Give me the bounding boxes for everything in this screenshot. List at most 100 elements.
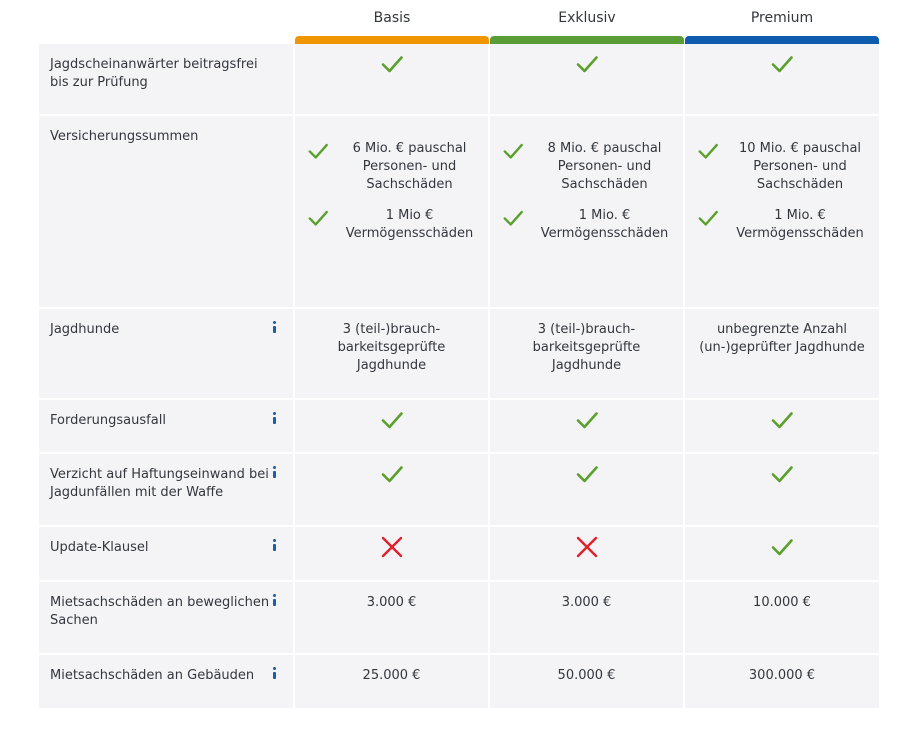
plan-header-row: Basis Exklusiv Premium bbox=[39, 0, 879, 44]
plan-value-cell bbox=[295, 44, 488, 114]
check-icon bbox=[697, 140, 719, 162]
feature-label: Mietsachschäden an Gebäuden bbox=[50, 668, 255, 683]
feature-label: Forderungsausfall bbox=[50, 413, 166, 428]
plan-value-cell: 25.000 € bbox=[295, 655, 488, 708]
info-icon-stem bbox=[273, 672, 276, 679]
feature-label-cell: Mietsachschäden an Gebäuden bbox=[39, 655, 293, 708]
check-icon bbox=[575, 462, 599, 486]
coverage-text: 1 Mio. € Vermögensschäden bbox=[540, 208, 669, 241]
plan-value-cell bbox=[295, 454, 488, 525]
cross-icon bbox=[575, 535, 599, 559]
coverage-text: 10 Mio. € pauschal Personen- und Sachschäd… bbox=[738, 141, 862, 192]
table-row: Versicherungssummen 6 Mio. € pauschal Pers… bbox=[39, 116, 879, 307]
coverage-text: 6 Mio. € pauschal Personen- und Sachschäde… bbox=[352, 141, 467, 192]
info-icon-stem bbox=[273, 326, 276, 333]
info-icon-stem bbox=[273, 599, 276, 606]
check-icon bbox=[575, 52, 599, 76]
plan-value-text: 50.000 € bbox=[557, 668, 616, 683]
table-row: Jagdhunde 3 (teil-)brauch-barkeitsgeprüft… bbox=[39, 309, 879, 398]
check-icon bbox=[502, 140, 524, 162]
coverage-text: 8 Mio. € pauschal Personen- und Sachschäde… bbox=[547, 141, 662, 192]
plan-value-cell: unbegrenzte Anzahl (un-)geprüfter Jagdhun… bbox=[685, 309, 879, 398]
plan-value-text: 25.000 € bbox=[362, 668, 421, 683]
plan-name: Basis bbox=[373, 10, 411, 26]
check-icon bbox=[502, 207, 524, 229]
coverage-text: 1 Mio € Vermögensschäden bbox=[345, 208, 474, 241]
check-icon bbox=[307, 140, 329, 162]
feature-label: Verzicht auf Haftungseinwand bei Jagdunf… bbox=[50, 467, 269, 500]
plan-header-exklusiv: Exklusiv bbox=[490, 0, 684, 44]
feature-label-cell: Jagdhunde bbox=[39, 309, 293, 398]
plan-value-cell: 3 (teil-)brauch-barkeitsgeprüfte Jagdhund… bbox=[295, 309, 488, 398]
info-icon[interactable] bbox=[271, 466, 279, 480]
feature-label-cell: Mietsachschäden an beweglichen Sachen bbox=[39, 582, 293, 653]
plan-value-cell bbox=[685, 454, 879, 525]
info-icon-dot bbox=[273, 412, 276, 415]
feature-label: Update-Klausel bbox=[50, 540, 149, 555]
plan-value-cell bbox=[685, 400, 879, 452]
plan-value-cell: 50.000 € bbox=[490, 655, 683, 708]
coverage-text: 1 Mio. € Vermögensschäden bbox=[736, 208, 864, 241]
plan-value-cell bbox=[295, 527, 488, 580]
plan-value-cell: 10.000 € bbox=[685, 582, 879, 653]
check-icon bbox=[380, 462, 404, 486]
info-icon[interactable] bbox=[271, 667, 279, 681]
feature-label-cell: Verzicht auf Haftungseinwand bei Jagdunf… bbox=[39, 454, 293, 525]
plan-value-cell: 3 (teil-)brauch-barkeitsgeprüfte Jagdhund… bbox=[490, 309, 683, 398]
check-icon bbox=[380, 408, 404, 432]
info-icon[interactable] bbox=[271, 539, 279, 553]
check-icon bbox=[770, 52, 794, 76]
plan-name: Premium bbox=[750, 10, 814, 26]
info-icon[interactable] bbox=[271, 321, 279, 335]
plan-header-basis: Basis bbox=[295, 0, 489, 44]
table-row: Update-Klausel bbox=[39, 527, 879, 580]
table-row: Forderungsausfall bbox=[39, 400, 879, 452]
plan-value-cell: 3.000 € bbox=[490, 582, 683, 653]
plan-value-text: 3 (teil-)brauch-barkeitsgeprüfte Jagdhund… bbox=[532, 322, 641, 373]
check-icon bbox=[575, 408, 599, 432]
plan-value-cell: 300.000 € bbox=[685, 655, 879, 708]
plan-value-text: 300.000 € bbox=[748, 668, 816, 683]
table-row: Mietsachschäden an Gebäuden 25.000 € 50.00… bbox=[39, 655, 879, 708]
plan-color-bar bbox=[685, 36, 879, 44]
info-icon-dot bbox=[273, 539, 276, 542]
info-icon-dot bbox=[273, 667, 276, 670]
plan-color-bar bbox=[490, 36, 684, 44]
feature-label-cell: Update-Klausel bbox=[39, 527, 293, 580]
table-row: Verzicht auf Haftungseinwand bei Jagdunf… bbox=[39, 454, 879, 525]
plan-value-text: unbegrenzte Anzahl (un-)geprüfter Jagdhun… bbox=[699, 322, 865, 355]
plan-value-cell: 3.000 € bbox=[295, 582, 488, 653]
feature-label-cell: Jagdscheinanwärter beitragsfrei bis zur … bbox=[39, 44, 293, 114]
plan-value-text: 10.000 € bbox=[753, 595, 811, 610]
plan-value-text: 3.000 € bbox=[366, 595, 417, 610]
feature-label: Jagdscheinanwärter beitragsfrei bis zur … bbox=[50, 57, 258, 90]
info-icon-stem bbox=[273, 417, 276, 424]
plan-header-premium: Premium bbox=[685, 0, 879, 44]
table-row: Mietsachschäden an beweglichen Sachen 3.0… bbox=[39, 582, 879, 653]
info-icon[interactable] bbox=[271, 594, 279, 608]
plan-value-cell: 10 Mio. € pauschal Personen- und Sachschäd… bbox=[685, 116, 879, 307]
cross-icon bbox=[380, 535, 404, 559]
plan-value-text: 3.000 € bbox=[561, 595, 612, 610]
plan-value-text: 3 (teil-)brauch-barkeitsgeprüfte Jagdhund… bbox=[337, 322, 446, 373]
plan-value-cell bbox=[490, 454, 683, 525]
check-icon bbox=[770, 408, 794, 432]
check-icon bbox=[697, 207, 719, 229]
feature-label-cell: Versicherungssummen bbox=[39, 116, 293, 307]
plan-value-cell bbox=[490, 527, 683, 580]
check-icon bbox=[307, 207, 329, 229]
table-row: Jagdscheinanwärter beitragsfrei bis zur … bbox=[39, 44, 879, 114]
plan-value-cell bbox=[295, 400, 488, 452]
plan-value-cell: 8 Mio. € pauschal Personen- und Sachschäde… bbox=[490, 116, 683, 307]
info-icon-stem bbox=[273, 544, 276, 551]
info-icon[interactable] bbox=[271, 412, 279, 426]
feature-label: Jagdhunde bbox=[50, 322, 120, 337]
feature-label: Mietsachschäden an beweglichen Sachen bbox=[50, 595, 270, 628]
plan-value-cell: 6 Mio. € pauschal Personen- und Sachschäde… bbox=[295, 116, 488, 307]
plan-value-cell bbox=[685, 44, 879, 114]
info-icon-dot bbox=[273, 594, 276, 597]
comparison-table: Basis Exklusiv Premium Jagdscheinanwärte… bbox=[39, 0, 879, 708]
check-icon bbox=[770, 462, 794, 486]
check-icon bbox=[380, 52, 404, 76]
info-icon-stem bbox=[273, 471, 276, 478]
